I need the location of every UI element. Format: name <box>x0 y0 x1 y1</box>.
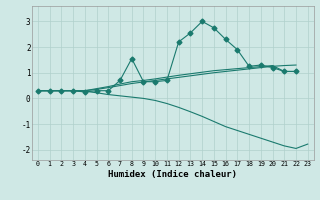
X-axis label: Humidex (Indice chaleur): Humidex (Indice chaleur) <box>108 170 237 179</box>
